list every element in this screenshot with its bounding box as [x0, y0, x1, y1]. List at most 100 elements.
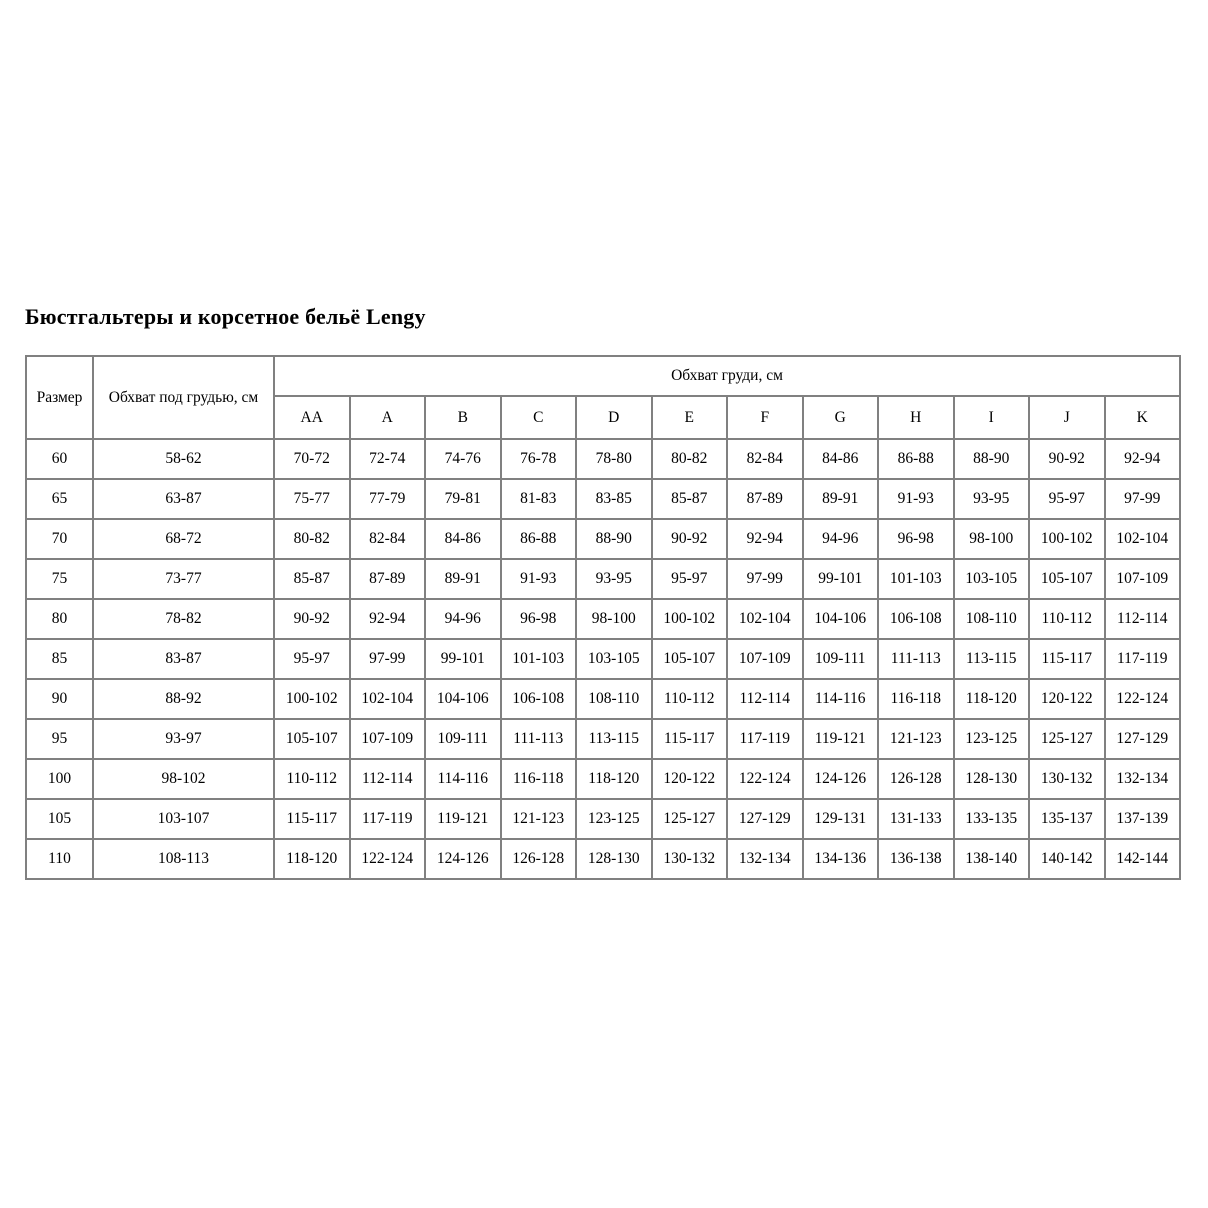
- cup-cell: 142-144: [1103, 838, 1181, 880]
- cup-cell: 100-102: [1028, 518, 1106, 560]
- cup-cell: 118-120: [952, 678, 1030, 720]
- cup-cell: 119-121: [424, 798, 502, 840]
- cup-cell: 112-114: [1103, 598, 1181, 640]
- cup-cell: 117-119: [348, 798, 426, 840]
- cup-cell: 113-115: [952, 638, 1030, 680]
- cup-cell: 127-129: [1103, 718, 1181, 760]
- size-cell: 105: [25, 798, 94, 840]
- cup-cell: 121-123: [499, 798, 577, 840]
- cup-cell: 131-133: [877, 798, 955, 840]
- cup-cell: 119-121: [801, 718, 879, 760]
- column-header-cup-i: I: [952, 395, 1030, 440]
- cup-cell: 87-89: [726, 478, 804, 520]
- cup-cell: 97-99: [726, 558, 804, 600]
- cup-cell: 128-130: [952, 758, 1030, 800]
- column-header-cup-c: C: [499, 395, 577, 440]
- underbust-cell: 78-82: [92, 598, 275, 640]
- cup-cell: 92-94: [348, 598, 426, 640]
- cup-cell: 102-104: [348, 678, 426, 720]
- cup-cell: 130-132: [650, 838, 728, 880]
- cup-cell: 100-102: [650, 598, 728, 640]
- cup-cell: 116-118: [499, 758, 577, 800]
- underbust-cell: 103-107: [92, 798, 275, 840]
- cup-cell: 106-108: [877, 598, 955, 640]
- cup-cell: 123-125: [952, 718, 1030, 760]
- cup-cell: 95-97: [650, 558, 728, 600]
- cup-cell: 103-105: [575, 638, 653, 680]
- cup-cell: 82-84: [348, 518, 426, 560]
- underbust-cell: 98-102: [92, 758, 275, 800]
- cup-cell: 102-104: [1103, 518, 1181, 560]
- cup-cell: 96-98: [877, 518, 955, 560]
- cup-cell: 115-117: [273, 798, 351, 840]
- cup-cell: 79-81: [424, 478, 502, 520]
- header-row-top: Размер Обхват под грудью, см Обхват груд…: [25, 355, 1181, 440]
- cup-cell: 118-120: [575, 758, 653, 800]
- cup-cell: 115-117: [650, 718, 728, 760]
- cup-cell: 128-130: [575, 838, 653, 880]
- cup-cell: 138-140: [952, 838, 1030, 880]
- header-row-cups: AA A B C D E F G H I J K: [26, 395, 1181, 440]
- size-cell: 110: [25, 838, 94, 880]
- cup-cell: 105-107: [273, 718, 351, 760]
- page-title: Бюстгальтеры и корсетное бельё Lengy: [25, 304, 426, 329]
- column-header-cup-a: A: [348, 395, 426, 440]
- cup-cell: 70-72: [273, 438, 351, 480]
- table-row: 70 68-72 80-82 82-84 84-86 86-88 88-90 90-92 92-…: [25, 518, 1181, 560]
- cup-cell: 110-112: [650, 678, 728, 720]
- cup-cell: 118-120: [273, 838, 351, 880]
- cup-cell: 114-116: [424, 758, 502, 800]
- cup-cell: 94-96: [801, 518, 879, 560]
- column-header-bust-span: Обхват груди, см: [273, 355, 1181, 397]
- size-cell: 80: [25, 598, 94, 640]
- size-cell: 75: [25, 558, 94, 600]
- cup-cell: 126-128: [499, 838, 577, 880]
- table-row: 75 73-77 85-87 87-89 89-91 91-93 93-95 95-97 97-…: [25, 558, 1181, 600]
- cup-cell: 124-126: [801, 758, 879, 800]
- cup-cell: 124-126: [424, 838, 502, 880]
- cup-cell: 125-127: [650, 798, 728, 840]
- cup-cell: 87-89: [348, 558, 426, 600]
- cup-cell: 122-124: [726, 758, 804, 800]
- cup-cell: 108-110: [575, 678, 653, 720]
- cup-cell: 106-108: [499, 678, 577, 720]
- cup-cell: 137-139: [1103, 798, 1181, 840]
- cup-cell: 125-127: [1028, 718, 1106, 760]
- cup-cell: 117-119: [726, 718, 804, 760]
- column-header-cup-f: F: [726, 395, 804, 440]
- cup-cell: 86-88: [499, 518, 577, 560]
- underbust-cell: 63-87: [92, 478, 275, 520]
- cup-cell: 122-124: [348, 838, 426, 880]
- column-header-cup-b: B: [424, 395, 502, 440]
- cup-cell: 102-104: [726, 598, 804, 640]
- column-header-cup-aa: AA: [273, 395, 351, 440]
- cup-cell: 92-94: [726, 518, 804, 560]
- cup-cell: 96-98: [499, 598, 577, 640]
- cup-cell: 130-132: [1028, 758, 1106, 800]
- size-cell: 100: [25, 758, 94, 800]
- size-chart-table: Размер Обхват под грудью, см Обхват груд…: [25, 355, 1181, 880]
- size-chart-header: Размер Обхват под грудью, см Обхват груд…: [25, 355, 1181, 440]
- cup-cell: 134-136: [801, 838, 879, 880]
- cup-cell: 104-106: [801, 598, 879, 640]
- column-header-cup-h: H: [877, 395, 955, 440]
- cup-cell: 112-114: [726, 678, 804, 720]
- cup-cell: 90-92: [273, 598, 351, 640]
- table-row: 65 63-87 75-77 77-79 79-81 81-83 83-85 85-87 87-…: [25, 478, 1181, 520]
- cup-cell: 86-88: [877, 438, 955, 480]
- table-row: 105 103-107 115-117 117-119 119-121 121-123 12…: [25, 798, 1181, 840]
- cup-cell: 85-87: [650, 478, 728, 520]
- column-header-size: Размер: [25, 355, 94, 440]
- cup-cell: 136-138: [877, 838, 955, 880]
- cup-cell: 92-94: [1103, 438, 1181, 480]
- column-header-cup-e: E: [650, 395, 728, 440]
- column-header-cup-k: K: [1103, 395, 1181, 440]
- cup-cell: 89-91: [801, 478, 879, 520]
- table-row: 95 93-97 105-107 107-109 109-111 111-113 113-1…: [25, 718, 1181, 760]
- column-header-cup-j: J: [1028, 395, 1106, 440]
- size-chart-body: 60 58-62 70-72 72-74 74-76 76-78 78-80 80-82 82-…: [25, 438, 1181, 880]
- cup-cell: 99-101: [424, 638, 502, 680]
- cup-cell: 104-106: [424, 678, 502, 720]
- cup-cell: 105-107: [650, 638, 728, 680]
- cup-cell: 83-85: [575, 478, 653, 520]
